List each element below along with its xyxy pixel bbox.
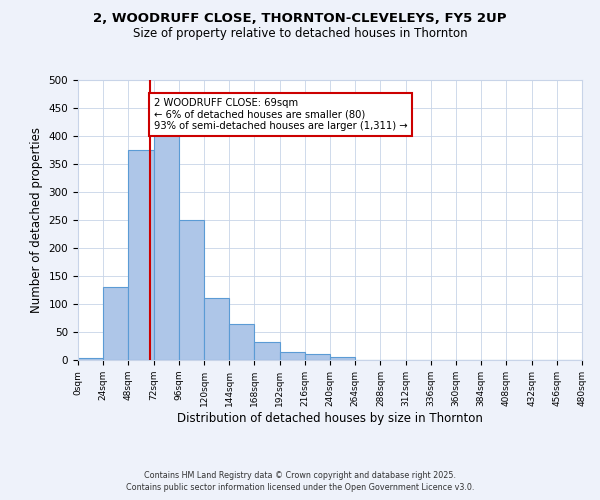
Bar [330,357,355,360]
Text: Size of property relative to detached houses in Thornton: Size of property relative to detached ho… [133,28,467,40]
Bar [280,352,305,360]
Text: 2 WOODRUFF CLOSE: 69sqm
← 6% of detached houses are smaller (80)
93% of semi-det: 2 WOODRUFF CLOSE: 69sqm ← 6% of detached… [154,98,407,131]
Bar [103,287,128,360]
X-axis label: Distribution of detached houses by size in Thornton: Distribution of detached houses by size … [177,412,483,424]
Bar [179,220,204,360]
Text: Contains HM Land Registry data © Crown copyright and database right 2025.: Contains HM Land Registry data © Crown c… [144,471,456,480]
Bar [229,324,254,360]
Bar [254,342,280,360]
Bar [128,150,154,360]
Y-axis label: Number of detached properties: Number of detached properties [30,127,43,313]
Text: 2, WOODRUFF CLOSE, THORNTON-CLEVELEYS, FY5 2UP: 2, WOODRUFF CLOSE, THORNTON-CLEVELEYS, F… [93,12,507,26]
Bar [154,128,179,360]
Bar [78,358,103,360]
Bar [305,354,330,360]
Bar [204,298,229,360]
Text: Contains public sector information licensed under the Open Government Licence v3: Contains public sector information licen… [126,484,474,492]
